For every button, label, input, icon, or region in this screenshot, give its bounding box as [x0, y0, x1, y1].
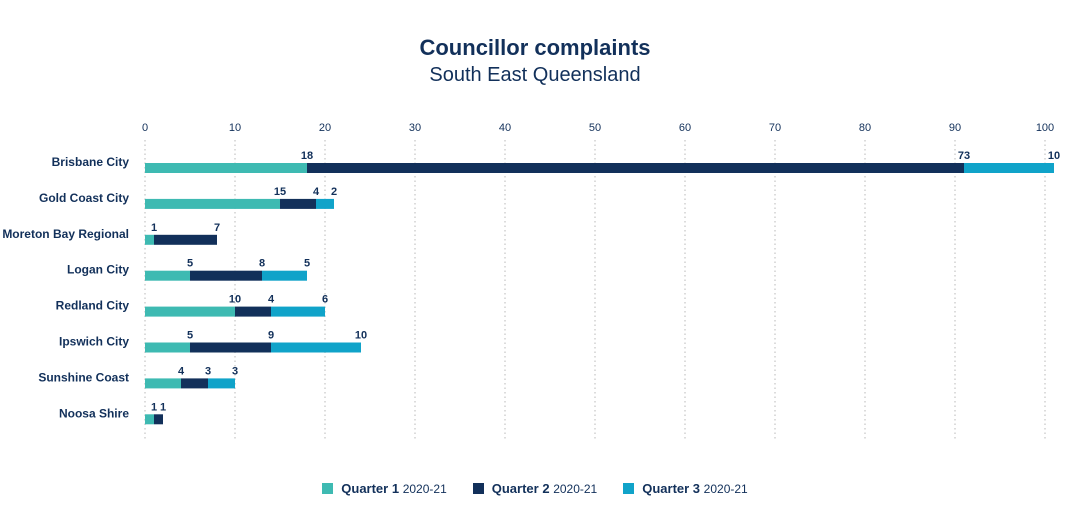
legend-name-q2: Quarter 2	[491, 481, 550, 496]
x-tick-label-50: 50	[589, 122, 601, 134]
data-label-ipswich-city-q1: 5	[187, 330, 193, 342]
bar-gold-coast-city-q2	[280, 198, 316, 209]
data-label-brisbane-city-q2: 73	[958, 150, 970, 162]
category-label-sunshine-coast: Sunshine Coast	[38, 370, 129, 384]
bar-noosa-shire-q1	[145, 414, 154, 425]
x-tick-label-20: 20	[319, 122, 331, 134]
bar-brisbane-city-q3	[964, 163, 1054, 173]
bar-logan-city-q1	[145, 270, 190, 281]
category-label-gold-coast-city: Gold Coast City	[39, 191, 129, 205]
legend-swatch-q1	[322, 483, 334, 494]
legend-label-q2: Quarter 2 2020-21	[492, 481, 597, 496]
x-tick-label-90: 90	[949, 122, 961, 134]
data-label-ipswich-city-q2: 9	[268, 330, 274, 342]
data-label-moreton-bay-regional-q2: 7	[214, 222, 220, 234]
chart-title: Councillor complaints	[419, 35, 651, 60]
data-label-noosa-shire-q1: 1	[151, 401, 157, 413]
chart-subtitle: South East Queensland	[429, 64, 641, 86]
bar-noosa-shire-q2	[154, 414, 163, 425]
data-label-logan-city-q2: 8	[259, 258, 265, 270]
x-tick-label-30: 30	[409, 122, 421, 134]
x-tick-label-70: 70	[769, 122, 781, 134]
data-label-redland-city-q1: 10	[229, 294, 241, 306]
data-label-ipswich-city-q3: 10	[355, 330, 367, 342]
legend-swatch-q3	[623, 483, 635, 494]
data-label-gold-coast-city-q1: 15	[274, 186, 286, 198]
legend-name-q1: Quarter 1	[341, 481, 400, 496]
data-label-sunshine-coast-q1: 4	[178, 365, 185, 377]
data-label-redland-city-q3: 6	[322, 294, 328, 306]
bar-logan-city-q3	[262, 270, 307, 281]
bar-gold-coast-city-q1	[145, 198, 280, 209]
legend-item-q2: Quarter 2 2020-21	[472, 481, 597, 496]
bar-brisbane-city-q1	[145, 163, 307, 173]
x-tick-label-60: 60	[679, 122, 691, 134]
bar-sunshine-coast-q3	[208, 378, 235, 389]
data-label-gold-coast-city-q2: 4	[313, 186, 320, 198]
legend-item-q3: Quarter 3 2020-21	[623, 481, 748, 496]
x-tick-label-100: 100	[1036, 122, 1054, 134]
bar-ipswich-city-q3	[271, 342, 361, 353]
legend-period-q3: 2020-21	[703, 482, 748, 496]
x-tick-label-10: 10	[229, 122, 241, 134]
legend-label-q1: Quarter 1 2020-21	[341, 481, 446, 496]
category-label-logan-city: Logan City	[67, 263, 129, 277]
category-label-redland-city: Redland City	[56, 299, 130, 313]
bar-ipswich-city-q1	[145, 342, 190, 353]
category-label-moreton-bay-regional: Moreton Bay Regional	[2, 227, 129, 241]
chart-titles: Councillor complaints South East Queensl…	[0, 34, 1070, 88]
legend-period-q2: 2020-21	[553, 482, 598, 496]
bar-sunshine-coast-q1	[145, 378, 181, 389]
bar-moreton-bay-regional-q2	[154, 234, 217, 245]
data-label-redland-city-q2: 4	[268, 294, 275, 306]
bar-brisbane-city-q2	[307, 163, 964, 173]
bar-redland-city-q2	[235, 306, 271, 317]
data-label-sunshine-coast-q3: 3	[232, 365, 238, 377]
data-label-noosa-shire-q2: 1	[160, 401, 166, 413]
data-label-gold-coast-city-q3: 2	[331, 186, 337, 198]
legend-label-q3: Quarter 3 2020-21	[642, 481, 747, 496]
category-label-brisbane-city: Brisbane City	[52, 155, 130, 169]
legend-period-q1: 2020-21	[402, 482, 447, 496]
data-label-brisbane-city-q3: 10	[1048, 150, 1060, 162]
legend-swatch-q2	[472, 483, 484, 494]
bar-ipswich-city-q2	[190, 342, 271, 353]
bar-logan-city-q2	[190, 270, 262, 281]
data-label-moreton-bay-regional-q1: 1	[151, 222, 157, 234]
legend-item-q1: Quarter 1 2020-21	[322, 481, 447, 496]
data-label-logan-city-q3: 5	[304, 258, 310, 270]
x-tick-label-0: 0	[142, 122, 148, 134]
x-tick-label-80: 80	[859, 122, 871, 134]
data-label-sunshine-coast-q2: 3	[205, 365, 211, 377]
data-label-logan-city-q1: 5	[187, 258, 193, 270]
chart-legend: Quarter 1 2020-21 Quarter 2 2020-21 Quar…	[0, 481, 1070, 496]
bar-redland-city-q3	[271, 306, 325, 317]
bar-moreton-bay-regional-q1	[145, 234, 154, 245]
bar-sunshine-coast-q2	[181, 378, 208, 389]
category-label-noosa-shire: Noosa Shire	[59, 406, 129, 420]
legend-name-q3: Quarter 3	[642, 481, 701, 496]
bar-gold-coast-city-q3	[316, 198, 334, 209]
x-tick-label-40: 40	[499, 122, 511, 134]
category-label-ipswich-city: Ipswich City	[59, 335, 129, 349]
bar-redland-city-q1	[145, 306, 235, 317]
data-label-brisbane-city-q1: 18	[301, 150, 313, 162]
